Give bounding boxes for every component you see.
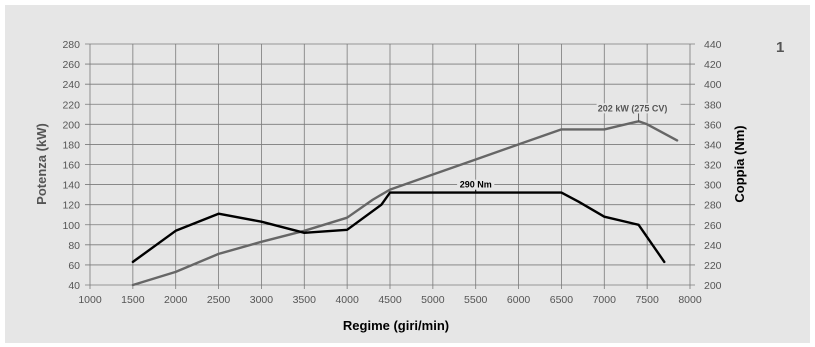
y-right-tick-label: 260 bbox=[704, 220, 722, 232]
y-left-tick-label: 100 bbox=[62, 220, 80, 232]
series bbox=[131, 120, 679, 287]
y-axis-right-title: Coppia (Nm) bbox=[732, 125, 747, 202]
y-axis-left-title: Potenza (kW) bbox=[34, 123, 49, 205]
x-tick-label: 6500 bbox=[550, 294, 574, 306]
y-left-tick-label: 60 bbox=[68, 260, 80, 272]
y-left-tick-label: 180 bbox=[62, 139, 80, 151]
y-right-tick-label: 360 bbox=[704, 119, 722, 131]
annotation-bg bbox=[596, 103, 681, 114]
y-left-tick-label: 160 bbox=[62, 160, 80, 172]
x-tick-label: 3500 bbox=[293, 294, 317, 306]
torque-peak-label: 290 Nm bbox=[460, 180, 492, 190]
y-left-tick-label: 260 bbox=[62, 59, 80, 71]
power-line bbox=[131, 120, 679, 287]
annotations: 202 kW (275 CV) 290 Nm bbox=[457, 103, 681, 193]
y-left-tick-label: 40 bbox=[68, 280, 80, 292]
x-tick-label: 3000 bbox=[250, 294, 274, 306]
y-right-tick-label: 240 bbox=[704, 240, 722, 252]
y-left-tick-label: 140 bbox=[62, 180, 80, 192]
x-axis-title: Regime (giri/min) bbox=[343, 318, 449, 333]
y-right-tick-label: 320 bbox=[704, 160, 722, 172]
y-left-tick-label: 220 bbox=[62, 99, 80, 111]
y-left-tick-label: 240 bbox=[62, 79, 80, 91]
y-right-tick-label: 440 bbox=[704, 39, 722, 51]
x-tick-label: 4000 bbox=[335, 294, 359, 306]
y-right-tick-label: 220 bbox=[704, 260, 722, 272]
power-peak-label: 202 kW (275 CV) bbox=[598, 103, 668, 113]
x-tick-label: 8000 bbox=[678, 294, 702, 306]
y-left-tick-label: 200 bbox=[62, 119, 80, 131]
x-tick-label: 5000 bbox=[421, 294, 445, 306]
y-right-tick-label: 340 bbox=[704, 139, 722, 151]
y-right-tick-label: 300 bbox=[704, 180, 722, 192]
x-tick-label: 2500 bbox=[207, 294, 231, 306]
y-right-tick-label: 200 bbox=[704, 280, 722, 292]
tick-labels: 1000 1500 2000 2500 3000 3500 4000 4500 5000 5500… bbox=[62, 39, 721, 306]
x-tick-label: 1500 bbox=[121, 294, 145, 306]
figure-number: 1 bbox=[776, 39, 784, 56]
x-tick-label: 7500 bbox=[635, 294, 659, 306]
y-left-tick-label: 280 bbox=[62, 39, 80, 51]
y-right-tick-label: 400 bbox=[704, 79, 722, 91]
y-left-tick-label: 120 bbox=[62, 200, 80, 212]
x-tick-label: 1000 bbox=[78, 294, 102, 306]
y-right-tick-label: 280 bbox=[704, 200, 722, 212]
chart-panel bbox=[5, 5, 810, 343]
grid bbox=[85, 43, 695, 289]
y-left-tick-label: 80 bbox=[68, 240, 80, 252]
x-tick-label: 7000 bbox=[593, 294, 617, 306]
y-right-tick-label: 380 bbox=[704, 99, 722, 111]
x-tick-label: 6000 bbox=[507, 294, 531, 306]
x-tick-label: 2000 bbox=[164, 294, 188, 306]
annotation-bg bbox=[457, 179, 495, 190]
y-right-tick-label: 420 bbox=[704, 59, 722, 71]
x-tick-label: 5500 bbox=[464, 294, 488, 306]
x-tick-label: 4500 bbox=[378, 294, 402, 306]
torque-line bbox=[131, 191, 666, 264]
